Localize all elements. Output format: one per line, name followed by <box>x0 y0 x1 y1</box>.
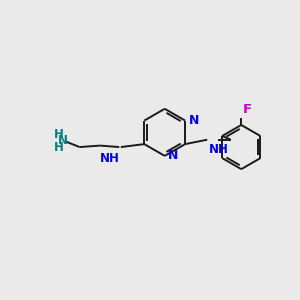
Text: N: N <box>168 149 178 162</box>
Text: H: H <box>53 141 63 154</box>
Text: NH: NH <box>208 143 228 156</box>
Text: H: H <box>53 128 63 141</box>
Text: N: N <box>58 134 68 147</box>
Text: F: F <box>242 103 252 116</box>
Text: N: N <box>189 114 199 127</box>
Text: NH: NH <box>100 152 120 165</box>
